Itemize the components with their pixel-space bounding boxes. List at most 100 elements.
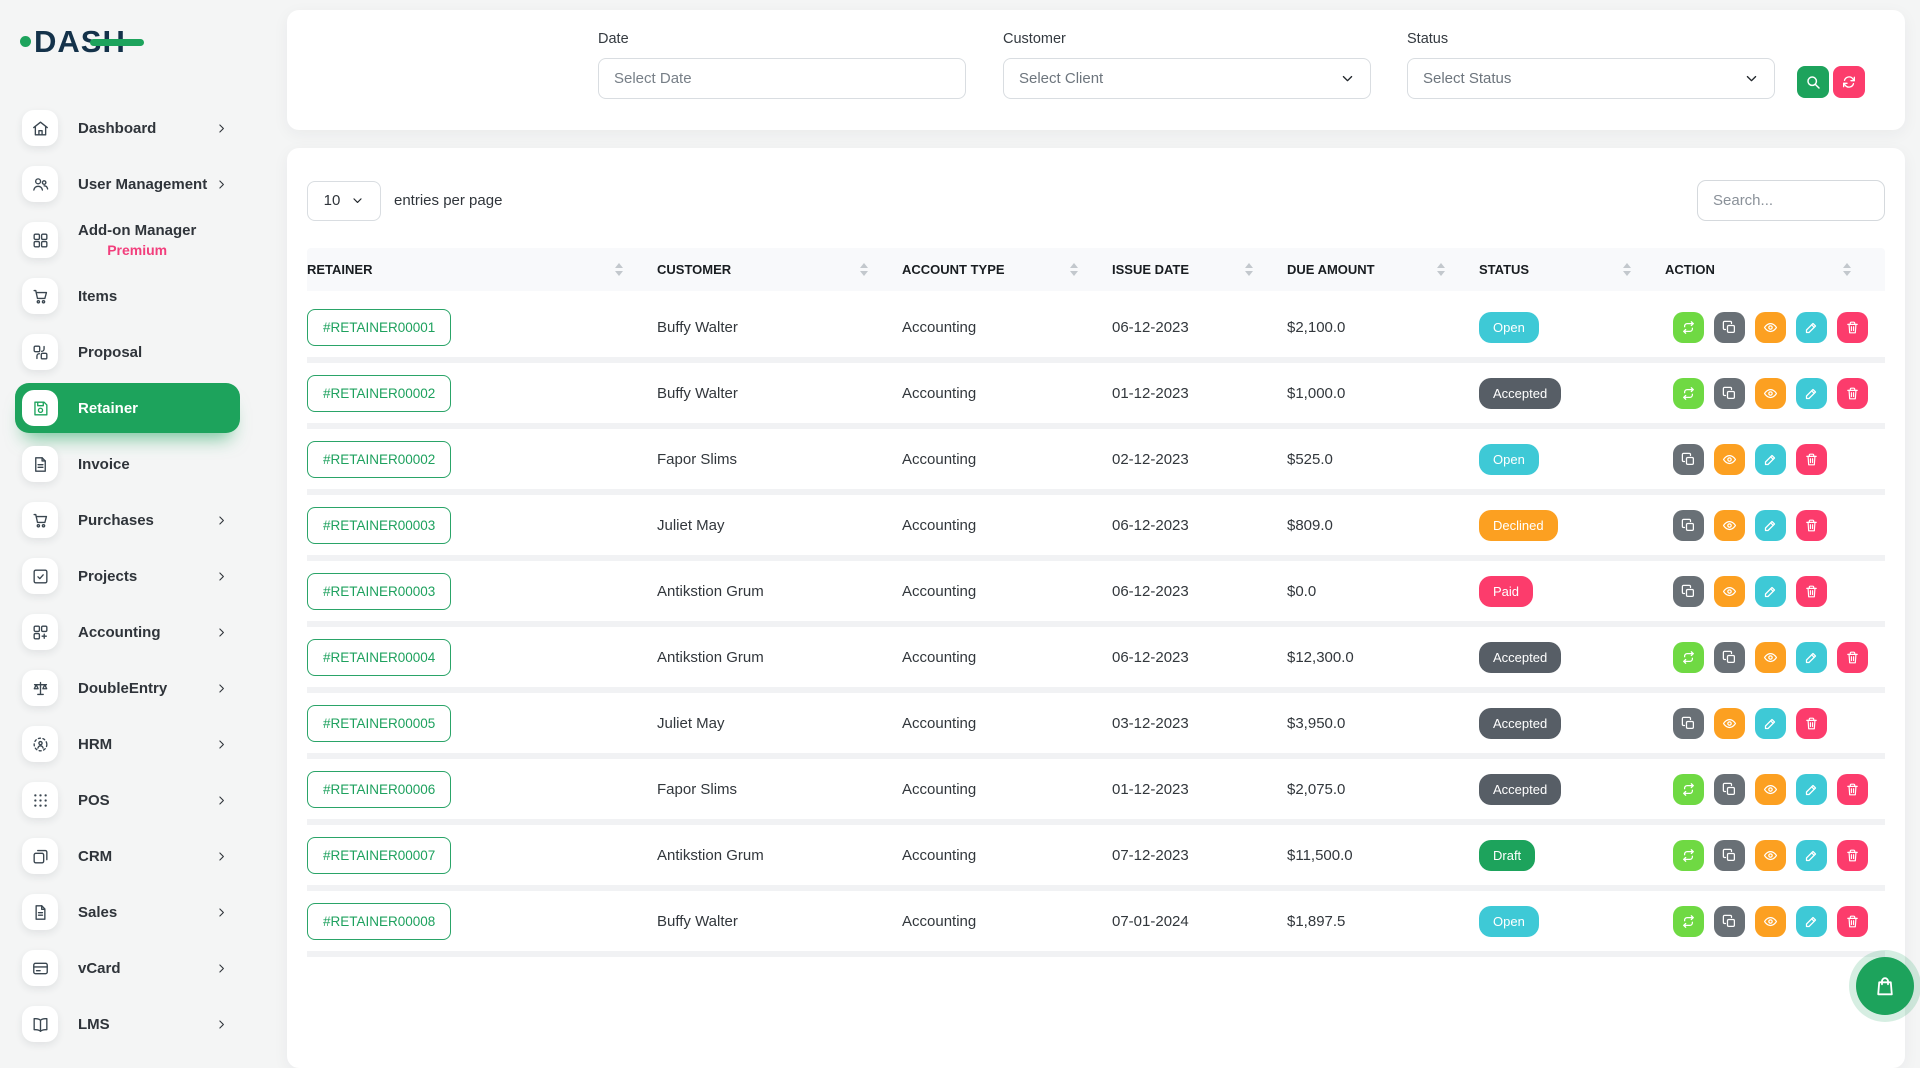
duplicate-button[interactable] [1714,311,1745,343]
delete-button[interactable] [1796,575,1827,607]
view-button[interactable] [1755,641,1786,673]
sidebar-item-hrm[interactable]: HRM [0,716,262,772]
due-amount-cell: $809.0 [1287,492,1479,561]
duplicate-button[interactable] [1673,509,1704,541]
customer-filter-select[interactable]: Select Client [1003,58,1371,99]
edit-button[interactable] [1755,707,1786,739]
sidebar-item-invoice[interactable]: Invoice [0,436,262,492]
edit-button[interactable] [1796,641,1827,673]
retainer-number-badge[interactable]: #RETAINER00002 [307,440,452,478]
sidebar-item-dashboard[interactable]: Dashboard [0,100,262,156]
retainer-number-badge[interactable]: #RETAINER00004 [307,638,452,676]
edit-button[interactable] [1796,839,1827,871]
view-button[interactable] [1755,905,1786,937]
retainer-number-badge[interactable]: #RETAINER00005 [307,704,452,742]
duplicate-button[interactable] [1714,905,1745,937]
table-search-input[interactable] [1697,180,1885,221]
delete-button[interactable] [1837,839,1868,871]
view-button[interactable] [1714,443,1745,475]
retainer-number-badge[interactable]: #RETAINER00003 [307,572,452,610]
sidebar-item-purchases[interactable]: Purchases [0,492,262,548]
column-header-action[interactable]: ACTION [1665,248,1885,297]
delete-button[interactable] [1796,443,1827,475]
table-row: #RETAINER00002 Fapor Slims Accounting 02… [307,426,1885,495]
column-header-issue-date[interactable]: ISSUE DATE [1112,248,1287,297]
edit-button[interactable] [1796,773,1827,805]
duplicate-button[interactable] [1714,377,1745,409]
status-badge: Accepted [1479,377,1562,409]
view-button[interactable] [1755,311,1786,343]
edit-button[interactable] [1796,311,1827,343]
eye-icon [1763,848,1778,863]
view-button[interactable] [1714,575,1745,607]
date-filter-group: Date [598,31,966,99]
sidebar-item-sales[interactable]: Sales [0,884,262,940]
retainer-number-badge[interactable]: #RETAINER00008 [307,902,452,940]
sidebar-nav: Dashboard User Management Add-on Manager… [0,100,262,1052]
delete-button[interactable] [1837,377,1868,409]
status-filter-select[interactable]: Select Status [1407,58,1775,99]
delete-button[interactable] [1837,773,1868,805]
duplicate-button[interactable] [1673,575,1704,607]
trash-icon [1804,518,1819,533]
sidebar-item-pos[interactable]: POS [0,772,262,828]
sidebar-item-doubleentry[interactable]: DoubleEntry [0,660,262,716]
column-header-status[interactable]: STATUS [1479,248,1665,297]
view-button[interactable] [1714,707,1745,739]
retainer-number-badge[interactable]: #RETAINER00007 [307,836,452,874]
convert-button[interactable] [1673,839,1704,871]
brand-logo[interactable]: DASH [20,26,144,57]
convert-button[interactable] [1673,311,1704,343]
convert-button[interactable] [1673,377,1704,409]
delete-button[interactable] [1796,509,1827,541]
floating-cart-button[interactable] [1856,957,1914,1015]
convert-button[interactable] [1673,641,1704,673]
retainer-number-badge[interactable]: #RETAINER00003 [307,506,452,544]
date-filter-input[interactable] [598,58,966,99]
delete-button[interactable] [1837,905,1868,937]
reset-filter-button[interactable] [1833,66,1865,98]
sidebar-item-projects[interactable]: Projects [0,548,262,604]
view-button[interactable] [1755,377,1786,409]
account-type-cell: Accounting [902,426,1112,495]
view-button[interactable] [1755,773,1786,805]
sidebar-item-proposal[interactable]: Proposal [0,324,262,380]
delete-button[interactable] [1837,641,1868,673]
sidebar-item-label: LMS [78,1015,110,1033]
view-button[interactable] [1755,839,1786,871]
delete-button[interactable] [1796,707,1827,739]
column-header-account-type[interactable]: ACCOUNT TYPE [902,248,1112,297]
status-badge: Open [1479,443,1539,475]
sidebar-item-crm[interactable]: CRM [0,828,262,884]
sidebar-item-items[interactable]: Items [0,268,262,324]
duplicate-button[interactable] [1673,443,1704,475]
edit-button[interactable] [1755,575,1786,607]
apply-filter-button[interactable] [1797,66,1829,98]
account-type-cell: Accounting [902,756,1112,825]
delete-button[interactable] [1837,311,1868,343]
sidebar-item-vcard[interactable]: vCard [0,940,262,996]
sidebar-item-accounting[interactable]: Accounting [0,604,262,660]
edit-button[interactable] [1796,905,1827,937]
duplicate-button[interactable] [1714,773,1745,805]
retainer-number-badge[interactable]: #RETAINER00002 [307,374,452,412]
duplicate-button[interactable] [1714,839,1745,871]
sidebar-item-user-management[interactable]: User Management [0,156,262,212]
column-header-customer[interactable]: CUSTOMER [657,248,902,297]
sidebar-item-add-on-manager[interactable]: Add-on Manager Premium [0,212,262,268]
entries-per-page-select[interactable]: 10 [307,180,381,221]
retainer-number-badge[interactable]: #RETAINER00006 [307,770,452,808]
edit-button[interactable] [1796,377,1827,409]
column-header-retainer[interactable]: RETAINER [307,248,657,297]
edit-button[interactable] [1755,509,1786,541]
edit-button[interactable] [1755,443,1786,475]
sidebar-item-retainer[interactable]: Retainer [0,380,262,436]
duplicate-button[interactable] [1673,707,1704,739]
column-header-due-amount[interactable]: DUE AMOUNT [1287,248,1479,297]
view-button[interactable] [1714,509,1745,541]
retainer-number-badge[interactable]: #RETAINER00001 [307,308,452,346]
sidebar-item-lms[interactable]: LMS [0,996,262,1052]
duplicate-button[interactable] [1714,641,1745,673]
convert-button[interactable] [1673,905,1704,937]
convert-button[interactable] [1673,773,1704,805]
